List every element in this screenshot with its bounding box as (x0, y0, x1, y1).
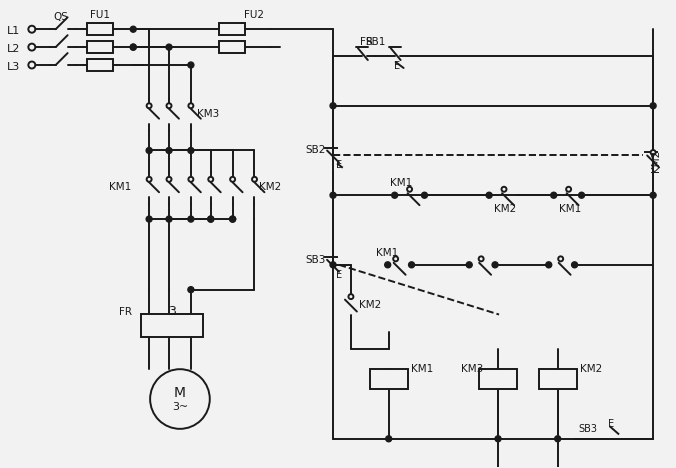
Text: KM1: KM1 (389, 178, 412, 188)
Bar (539, 369, 577, 389)
Circle shape (28, 26, 35, 33)
Circle shape (502, 187, 506, 192)
Bar (141, 314, 203, 337)
Text: KM1: KM1 (558, 204, 581, 214)
Circle shape (393, 256, 398, 261)
Text: FR: FR (360, 37, 373, 47)
Circle shape (330, 103, 336, 109)
Text: L2: L2 (7, 44, 20, 54)
Text: KM2: KM2 (494, 204, 516, 214)
Circle shape (386, 436, 391, 442)
Circle shape (230, 216, 236, 222)
Circle shape (188, 147, 194, 154)
Circle shape (330, 262, 336, 268)
Text: L3: L3 (7, 62, 20, 72)
Circle shape (579, 192, 585, 198)
Text: 3: 3 (168, 305, 176, 318)
Circle shape (546, 262, 552, 268)
Text: E: E (608, 419, 614, 429)
Circle shape (28, 44, 35, 51)
Text: KM2: KM2 (579, 364, 602, 374)
Circle shape (391, 192, 397, 198)
Circle shape (166, 216, 172, 222)
Circle shape (479, 256, 483, 261)
Text: KM3: KM3 (461, 364, 483, 374)
Circle shape (150, 369, 210, 429)
Bar (87, 23, 114, 35)
Text: SB3: SB3 (579, 424, 598, 434)
Text: 3~: 3~ (172, 402, 188, 412)
Circle shape (166, 177, 172, 182)
Bar (479, 369, 517, 389)
Circle shape (385, 262, 391, 268)
Text: KM3: KM3 (197, 109, 219, 119)
Circle shape (466, 262, 473, 268)
Bar (370, 369, 408, 389)
Circle shape (208, 177, 213, 182)
Text: E: E (336, 161, 342, 170)
Text: QS: QS (53, 12, 68, 22)
Bar (87, 41, 114, 53)
Circle shape (166, 103, 172, 108)
Circle shape (486, 192, 492, 198)
Circle shape (408, 262, 414, 268)
Circle shape (422, 192, 427, 198)
Text: L1: L1 (7, 26, 20, 36)
Circle shape (188, 287, 194, 292)
Circle shape (230, 216, 236, 222)
Circle shape (130, 44, 136, 50)
Circle shape (650, 103, 656, 109)
Circle shape (495, 436, 501, 442)
Text: KM1: KM1 (110, 182, 132, 192)
Text: KM2: KM2 (651, 149, 661, 172)
Circle shape (558, 256, 563, 261)
Circle shape (130, 26, 136, 32)
Text: SB3: SB3 (305, 255, 326, 265)
Circle shape (555, 436, 560, 442)
Bar (219, 41, 245, 53)
Circle shape (492, 262, 498, 268)
Circle shape (189, 103, 193, 108)
Circle shape (28, 61, 35, 68)
Circle shape (330, 192, 336, 198)
Circle shape (208, 216, 214, 222)
Text: KM2: KM2 (260, 182, 282, 192)
Circle shape (566, 187, 571, 192)
Text: E: E (393, 61, 400, 71)
Circle shape (650, 192, 656, 198)
Text: KM1: KM1 (410, 364, 433, 374)
Bar (219, 23, 245, 35)
Text: E: E (336, 270, 342, 280)
Text: SB1: SB1 (366, 37, 386, 47)
Circle shape (147, 177, 151, 182)
Text: FR: FR (119, 307, 132, 316)
Text: M: M (174, 386, 186, 400)
Circle shape (407, 187, 412, 192)
Text: SB2: SB2 (305, 146, 326, 155)
Circle shape (230, 177, 235, 182)
Circle shape (146, 147, 152, 154)
Bar (87, 59, 114, 71)
Circle shape (146, 216, 152, 222)
Circle shape (130, 44, 136, 50)
Circle shape (189, 177, 193, 182)
Circle shape (188, 62, 194, 68)
Circle shape (572, 262, 577, 268)
Text: FU2: FU2 (243, 10, 264, 20)
Circle shape (208, 216, 214, 222)
Text: FU1: FU1 (91, 10, 110, 20)
Text: KM1: KM1 (376, 248, 398, 258)
Circle shape (348, 294, 354, 299)
Circle shape (252, 177, 257, 182)
Circle shape (166, 147, 172, 154)
Circle shape (551, 192, 557, 198)
Circle shape (650, 150, 656, 155)
Circle shape (147, 103, 151, 108)
Circle shape (166, 44, 172, 50)
Circle shape (188, 216, 194, 222)
Text: KM2: KM2 (359, 300, 381, 309)
